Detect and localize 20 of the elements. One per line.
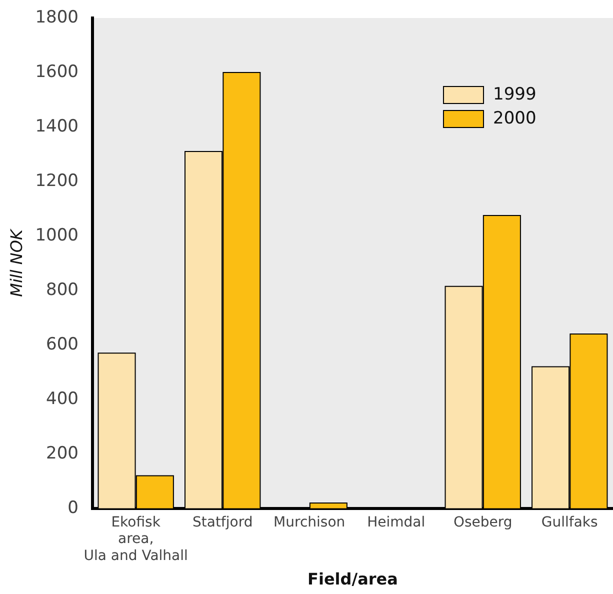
legend-label: 1999 bbox=[493, 84, 536, 104]
y-tick-label: 1200 bbox=[35, 170, 78, 191]
y-tick-label: 800 bbox=[46, 280, 78, 300]
y-tick-label: 0 bbox=[68, 498, 78, 518]
y-tick-label: 1600 bbox=[35, 62, 78, 82]
x-tick-label: Murchison bbox=[274, 514, 346, 530]
y-tick-label: 400 bbox=[46, 388, 78, 409]
y-tick-label: 1800 bbox=[35, 7, 78, 28]
y-axis-title: Mill NOK bbox=[6, 228, 26, 297]
x-tick-label: Heimdal bbox=[367, 514, 426, 530]
x-tick-label: Ekofisk area, Ula and Valhall bbox=[84, 514, 188, 564]
y-tick-label: 1000 bbox=[35, 225, 78, 246]
y-tick-label: 600 bbox=[46, 334, 78, 354]
x-tick-label: Statfjord bbox=[192, 514, 253, 530]
y-tick-label: 1400 bbox=[35, 116, 78, 136]
x-tick-label: Gullfaks bbox=[541, 514, 598, 530]
legend-label: 2000 bbox=[493, 108, 536, 128]
x-axis-title: Field/area bbox=[308, 570, 398, 589]
y-tick-label: 200 bbox=[46, 443, 78, 464]
x-tick-label: Oseberg bbox=[453, 514, 512, 530]
